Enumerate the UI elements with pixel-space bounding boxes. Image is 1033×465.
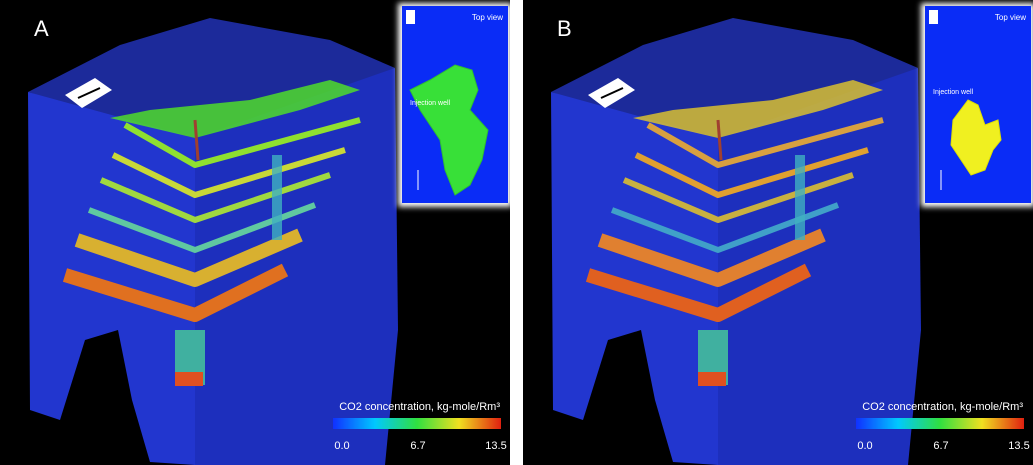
- panel: A Top view Injection well CO2 concentration…: [0, 0, 512, 465]
- co2-column: [795, 155, 805, 240]
- inset-north: [929, 10, 938, 24]
- colorbar-tick-label: 13.5: [1008, 440, 1029, 452]
- panel: B Top view Injection well CO2 concentration…: [523, 0, 1033, 465]
- colorbar-tick-label: 0.0: [857, 440, 872, 452]
- co2-column: [272, 155, 282, 240]
- figure: A Top view Injection well CO2 concentration…: [0, 0, 1033, 465]
- inset-title: Top view: [995, 13, 1026, 22]
- page: A Top view Injection well CO2 concentration…: [0, 0, 1033, 465]
- co2-column: [698, 372, 726, 386]
- colorbar-tick-label: 0.0: [334, 440, 349, 452]
- colorbar: [856, 418, 1024, 429]
- panel-label: A: [34, 16, 49, 41]
- colorbar-title: CO2 concentration, kg-mole/Rm³: [339, 401, 500, 413]
- inset-annotation: Injection well: [410, 100, 451, 107]
- colorbar-tick-label: 6.7: [410, 440, 425, 452]
- inset-title: Top view: [472, 13, 503, 22]
- inset-annotation: Injection well: [933, 89, 974, 96]
- colorbar-title: CO2 concentration, kg-mole/Rm³: [862, 401, 1023, 413]
- colorbar-tick-label: 6.7: [933, 440, 948, 452]
- colorbar: [333, 418, 501, 429]
- co2-column: [175, 372, 203, 386]
- panel-label: B: [557, 16, 572, 41]
- colorbar-tick-label: 13.5: [485, 440, 506, 452]
- inset-north: [406, 10, 415, 24]
